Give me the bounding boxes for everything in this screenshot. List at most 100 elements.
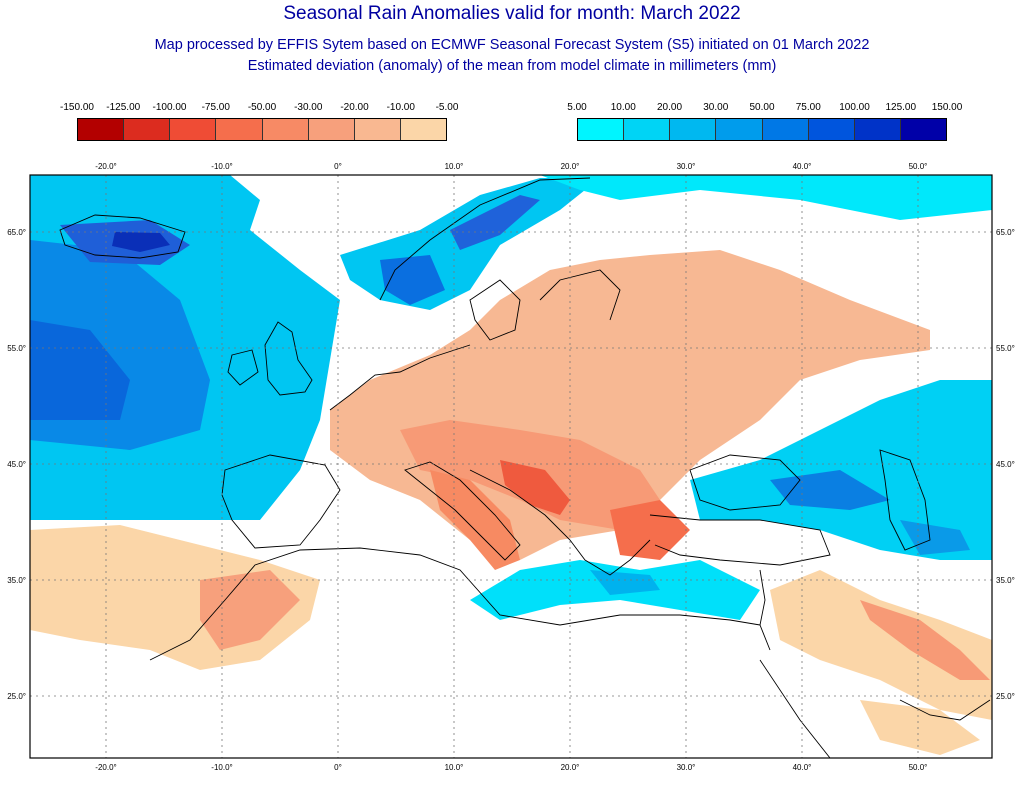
map-frame xyxy=(29,174,993,759)
lon-label: -10.0° xyxy=(211,162,232,171)
legend-tick-label: -125.00 xyxy=(106,102,141,113)
legend-tick-label: -30.00 xyxy=(294,102,323,113)
legend-negative: -150.00 -125.00 -100.00 -75.00 -50.00 -30.00 -… xyxy=(60,102,458,141)
map-subtitle-processing: Map processed by EFFIS Sytem based on EC… xyxy=(154,37,870,53)
legend-color-swatch xyxy=(262,119,309,140)
lon-label: 40.0° xyxy=(793,162,812,171)
legend-tick-label: 125.00 xyxy=(885,102,917,113)
legend-tick-label: -10.00 xyxy=(386,102,415,113)
lon-label: -20.0° xyxy=(95,763,116,772)
legend-color-swatch xyxy=(400,119,446,140)
legend-color-swatch xyxy=(216,119,263,140)
legend-color-swatch xyxy=(808,119,855,140)
legend-tick-label: 5.00 xyxy=(567,102,587,113)
legend-tick-label: 20.00 xyxy=(656,102,683,113)
coast-north-africa xyxy=(149,547,761,661)
page-title: Seasonal Rain Anomalies valid for month:… xyxy=(283,3,741,24)
legend-color-swatch xyxy=(624,119,671,140)
legend-tick-label: -75.00 xyxy=(201,102,230,113)
legend-tick-label: -5.00 xyxy=(435,102,459,113)
coast-caspian xyxy=(879,449,931,551)
legend-tick-label: -150.00 xyxy=(60,102,94,113)
lat-label: 65.0° xyxy=(996,228,1015,237)
legend-color-swatch xyxy=(308,119,355,140)
lon-label: 30.0° xyxy=(677,763,696,772)
legend-color-swatch xyxy=(170,119,217,140)
legend-tick-label: -100.00 xyxy=(152,102,187,113)
lon-label: 20.0° xyxy=(561,763,580,772)
coast-levant xyxy=(759,569,771,651)
lon-label: 40.0° xyxy=(793,763,812,772)
anomaly-fields xyxy=(30,175,992,758)
legend-positive-labels: 5.00 10.00 20.00 30.00 50.00 75.00 100.00 125.0… xyxy=(567,102,962,116)
lat-label: 55.0° xyxy=(996,344,1015,353)
lat-label: 55.0° xyxy=(7,344,26,353)
legend-color-swatch xyxy=(716,119,763,140)
legend-tick-label: 50.00 xyxy=(749,102,775,113)
lat-label: 45.0° xyxy=(996,460,1015,469)
lon-label: 10.0° xyxy=(445,763,464,772)
legend-color-swatch xyxy=(354,119,401,140)
lat-labels-right: 65.0° 55.0° 45.0° 35.0° 25.0° xyxy=(996,228,1015,701)
lon-label: 0° xyxy=(334,162,342,171)
lat-label: 65.0° xyxy=(7,228,26,237)
norway-wet-core xyxy=(380,255,445,305)
arctic-wet-region xyxy=(540,175,992,220)
caspian-wet-core xyxy=(900,520,970,555)
graticule xyxy=(30,175,992,758)
legend-color-swatch xyxy=(124,119,171,140)
lat-label: 45.0° xyxy=(7,460,26,469)
legend-tick-label: 75.00 xyxy=(795,102,821,113)
lon-label: -20.0° xyxy=(95,162,116,171)
iceland-wet-max xyxy=(112,232,170,252)
coast-black-sea xyxy=(689,454,801,511)
zagros-dry-core xyxy=(860,600,990,680)
arabia-dry xyxy=(860,700,980,755)
legend-tick-label: -20.00 xyxy=(340,102,369,113)
coast-turkey xyxy=(649,514,831,566)
legend-tick-label: 100.00 xyxy=(839,102,870,113)
legend-tick-label: -50.00 xyxy=(247,102,277,113)
legend-positive-colorbar xyxy=(577,118,947,141)
legend-color-swatch xyxy=(78,119,125,140)
lon-label: 30.0° xyxy=(677,162,696,171)
map-subtitle-units: Estimated deviation (anomaly) of the mea… xyxy=(247,58,777,74)
middle-east-dry xyxy=(770,570,992,720)
coastlines xyxy=(59,177,991,758)
legend-positive: 5.00 10.00 20.00 30.00 50.00 75.00 100.00 125.0… xyxy=(567,102,962,141)
coast-iceland xyxy=(59,214,186,259)
morocco-dry-core xyxy=(200,570,300,650)
legend-tick-label: 10.00 xyxy=(610,102,636,113)
coast-ireland xyxy=(227,349,259,386)
lat-label: 25.0° xyxy=(996,692,1015,701)
balkans-dry-core xyxy=(500,460,570,515)
lon-label: 50.0° xyxy=(909,763,928,772)
coast-italy xyxy=(404,461,521,561)
coast-britain xyxy=(264,321,313,396)
atlantic-wet-strong xyxy=(30,320,130,420)
lon-label: 50.0° xyxy=(909,162,928,171)
lon-labels-top: -20.0° -10.0° 0° 10.0° 20.0° 30.0° 40.0°… xyxy=(95,162,927,171)
lat-labels-left: 65.0° 55.0° 45.0° 35.0° 25.0° xyxy=(7,228,26,701)
italy-dry xyxy=(430,470,520,570)
lon-label: -10.0° xyxy=(211,763,232,772)
lat-label: 35.0° xyxy=(7,576,26,585)
legend-color-swatch xyxy=(854,119,901,140)
lon-labels-bottom: -20.0° -10.0° 0° 10.0° 20.0° 30.0° 40.0°… xyxy=(95,763,927,772)
lat-label: 35.0° xyxy=(996,576,1015,585)
coast-north-sea xyxy=(329,344,471,411)
legend-color-swatch xyxy=(670,119,717,140)
coast-scandinavia xyxy=(379,177,621,341)
coast-gulf xyxy=(899,699,991,721)
norway-coast-wet xyxy=(450,195,540,250)
legend-color-swatch xyxy=(578,119,625,140)
legend-color-swatch xyxy=(762,119,809,140)
black-sea-wet-region xyxy=(690,380,992,560)
lon-label: 0° xyxy=(334,763,342,772)
lat-label: 25.0° xyxy=(7,692,26,701)
aegean-wet xyxy=(590,570,660,595)
legend-tick-label: 30.00 xyxy=(703,102,729,113)
legend-tick-label: 150.00 xyxy=(931,102,963,113)
lon-label: 20.0° xyxy=(561,162,580,171)
